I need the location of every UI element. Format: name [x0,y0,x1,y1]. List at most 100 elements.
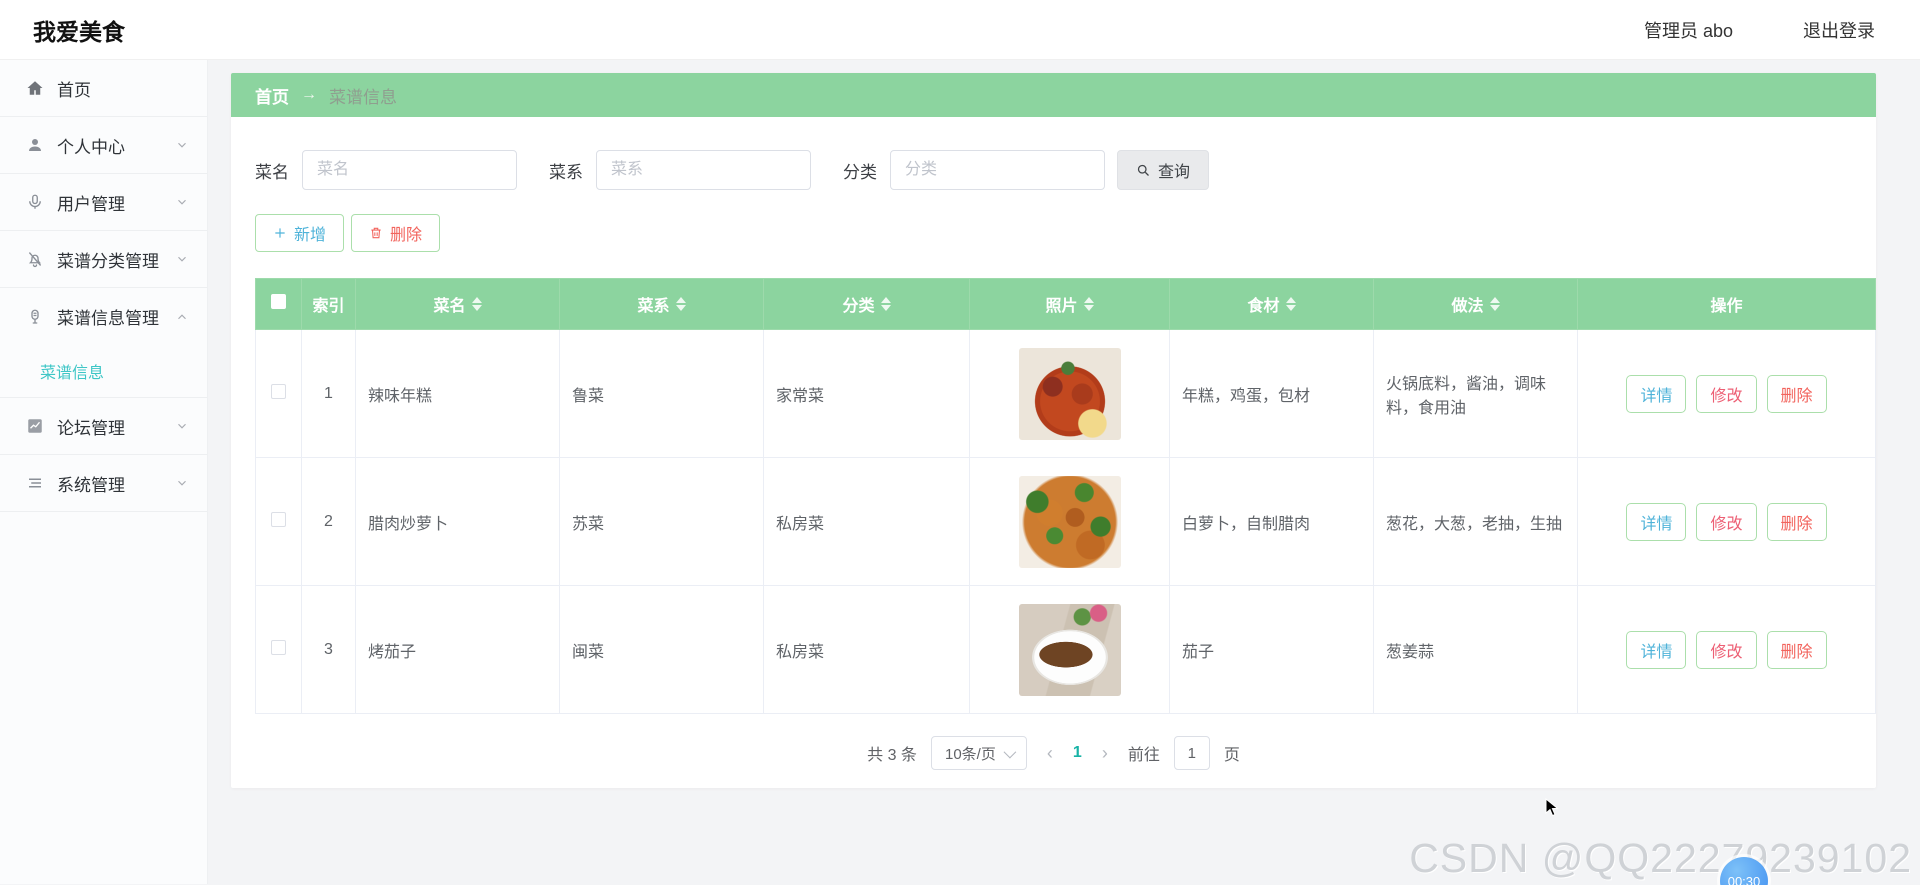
detail-button[interactable]: 详情 [1626,630,1687,669]
delete-button[interactable]: 删除 [351,214,441,252]
cell-name: 烤茄子 [355,585,560,714]
home-icon [25,78,45,98]
sort-icon[interactable] [1083,297,1094,311]
edit-button[interactable]: 修改 [1696,502,1757,541]
row-checkbox[interactable] [271,511,286,527]
pagination: 共 3 条 10条/页 ‹ 1 › 前往 页 [231,736,1876,770]
recipe-table: 索引 菜名 菜系 分类 照片 食材 做法 操作 1 [255,278,1876,714]
mouse-cursor-icon [1545,797,1561,823]
sidebar-item-recipe-info-mgmt[interactable]: 菜谱信息管理 [0,288,207,345]
filter-cuisine-input[interactable] [596,150,811,190]
plus-icon [273,226,287,240]
cell-method: 火锅底料，酱油，调味料，食用油 [1373,329,1578,458]
sidebar-item-home[interactable]: 首页 [0,60,207,117]
sidebar-item-recipe-category-mgmt[interactable]: 菜谱分类管理 [0,231,207,288]
cell-method: 葱姜蒜 [1373,585,1578,714]
row-checkbox[interactable] [271,383,286,399]
edit-button[interactable]: 修改 [1696,630,1757,669]
row-delete-button[interactable]: 删除 [1766,630,1827,669]
main-content: 首页 → 菜谱信息 菜名 菜系 分类 查询 [208,60,1920,885]
breadcrumb-arrow-icon: → [301,86,317,103]
cell-ingredients: 茄子 [1169,585,1374,714]
trash-icon [369,226,383,240]
sidebar-item-label: 菜谱分类管理 [57,251,159,271]
cell-name: 腊肉炒萝卜 [355,457,560,586]
edit-button[interactable]: 修改 [1696,374,1757,413]
logout-link[interactable]: 退出登录 [1803,20,1875,41]
chevron-down-icon [175,195,189,209]
col-photo[interactable]: 照片 [969,278,1170,330]
sort-icon[interactable] [1285,297,1296,311]
cell-name: 辣味年糕 [355,329,560,458]
sidebar: 首页 个人中心 用户管理 菜谱分类管理 [0,60,208,884]
goto-label: 前往 [1127,747,1160,764]
sidebar-item-profile[interactable]: 个人中心 [0,117,207,174]
search-button[interactable]: 查询 [1117,150,1210,190]
chevron-down-icon [175,138,189,152]
filter-bar: 菜名 菜系 分类 查询 [231,117,1876,190]
trend-chart-icon [25,416,45,436]
chevron-down-icon [175,419,189,433]
sort-icon[interactable] [880,297,891,311]
chevron-down-icon [175,476,189,490]
col-category[interactable]: 分类 [763,278,970,330]
row-checkbox[interactable] [271,639,286,655]
select-all-checkbox[interactable] [271,294,286,309]
sidebar-subitem-recipe-info[interactable]: 菜谱信息 [0,345,207,397]
detail-button[interactable]: 详情 [1626,374,1687,413]
col-index[interactable]: 索引 [301,278,356,330]
cell-cuisine: 苏菜 [559,457,764,586]
breadcrumb: 首页 → 菜谱信息 [231,73,1876,117]
microphone-icon [25,192,45,212]
col-operation: 操作 [1577,278,1876,330]
dish-photo[interactable] [1018,347,1121,440]
dish-photo[interactable] [1018,603,1121,696]
current-page-button[interactable]: 1 [1072,744,1082,761]
chevron-down-icon [175,252,189,266]
detail-button[interactable]: 详情 [1626,502,1687,541]
goto-page-suffix: 页 [1223,747,1240,764]
goto-page-input[interactable] [1173,736,1210,770]
cell-method: 葱花，大葱，老抽，生抽 [1373,457,1578,586]
current-user-label: 管理员 abo [1643,20,1733,41]
sidebar-item-label: 论坛管理 [57,418,125,438]
row-delete-button[interactable]: 删除 [1766,374,1827,413]
filter-name-label: 菜名 [255,162,289,182]
sort-icon[interactable] [1489,297,1500,311]
col-name[interactable]: 菜名 [355,278,560,330]
add-button[interactable]: 新增 [255,214,345,252]
col-method[interactable]: 做法 [1373,278,1578,330]
next-page-button[interactable]: › [1096,743,1114,764]
filter-cuisine-label: 菜系 [549,162,583,182]
sort-icon[interactable] [471,297,482,311]
sort-icon[interactable] [675,297,686,311]
breadcrumb-home[interactable]: 首页 [255,87,289,107]
sidebar-item-label: 个人中心 [57,137,125,157]
sidebar-item-user-mgmt[interactable]: 用户管理 [0,174,207,231]
cell-index: 3 [301,585,356,714]
sidebar-item-forum-mgmt[interactable]: 论坛管理 [0,398,207,455]
user-icon [25,135,45,155]
col-ingredients[interactable]: 食材 [1169,278,1374,330]
prev-page-button[interactable]: ‹ [1041,743,1059,764]
content-card: 首页 → 菜谱信息 菜名 菜系 分类 查询 [231,73,1876,788]
dish-photo[interactable] [1018,475,1121,568]
cell-ingredients: 白萝卜，自制腊肉 [1169,457,1374,586]
table-row: 1 辣味年糕 鲁菜 家常菜 年糕，鸡蛋，包材 火锅底料，酱油，调味料，食用油 详… [255,329,1876,458]
sidebar-item-label: 菜谱信息管理 [57,309,159,328]
cell-category: 私房菜 [763,585,970,714]
filter-name-input[interactable] [302,150,517,190]
chevron-down-icon [1003,745,1017,758]
sidebar-subitem-label: 菜谱信息 [40,365,105,382]
page-size-select[interactable]: 10条/页 [930,736,1027,770]
col-cuisine[interactable]: 菜系 [559,278,764,330]
cell-index: 2 [301,457,356,586]
cell-category: 家常菜 [763,329,970,458]
sidebar-item-label: 首页 [57,80,91,100]
table-header-row: 索引 菜名 菜系 分类 照片 食材 做法 操作 [255,278,1876,330]
cell-index: 1 [301,329,356,458]
row-delete-button[interactable]: 删除 [1766,502,1827,541]
sidebar-item-system-mgmt[interactable]: 系统管理 [0,455,207,512]
filter-category-input[interactable] [890,150,1105,190]
cell-cuisine: 鲁菜 [559,329,764,458]
